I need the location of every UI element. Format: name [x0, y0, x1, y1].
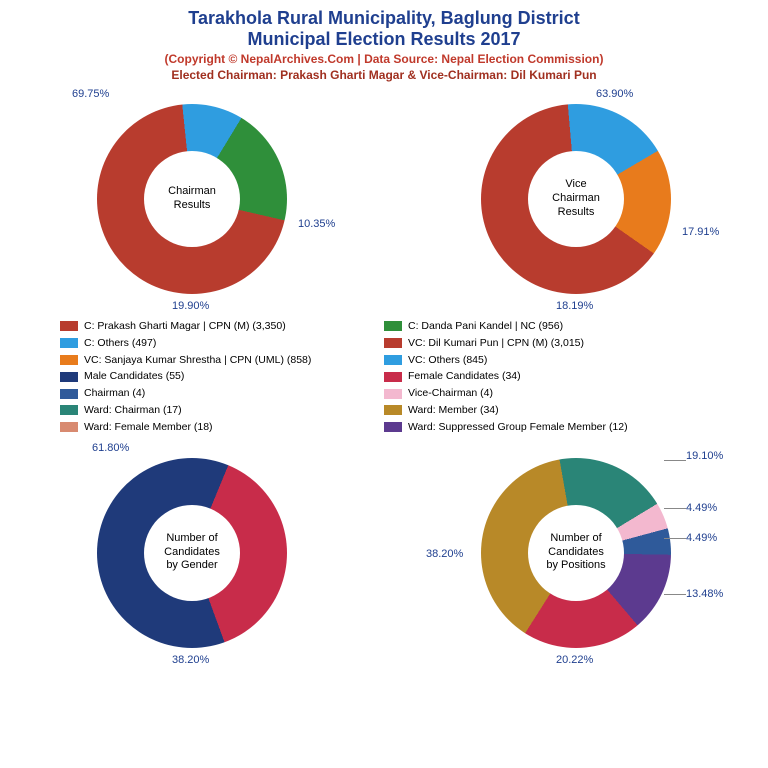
- slice-percent-label: 20.22%: [556, 654, 593, 666]
- legend-label: Ward: Member (34): [408, 402, 499, 419]
- legend-swatch: [60, 422, 78, 432]
- legend-swatch: [60, 355, 78, 365]
- legend-swatch: [60, 405, 78, 415]
- slice-percent-label: 38.20%: [426, 548, 463, 560]
- legend-swatch: [384, 338, 402, 348]
- legend-label: VC: Dil Kumari Pun | CPN (M) (3,015): [408, 335, 584, 352]
- legend-item: C: Others (497): [60, 335, 384, 352]
- legend-item: Ward: Chairman (17): [60, 402, 384, 419]
- donut-center-label: Number ofCandidatesby Positions: [528, 505, 624, 601]
- legend-swatch: [384, 355, 402, 365]
- legend-label: Male Candidates (55): [84, 368, 184, 385]
- slice-percent-label: 10.35%: [298, 218, 335, 230]
- slice-percent-label: 4.49%: [686, 532, 717, 544]
- legend-item: VC: Dil Kumari Pun | CPN (M) (3,015): [384, 335, 708, 352]
- slice-percent-label: 19.90%: [172, 300, 209, 312]
- legend-item: Ward: Member (34): [384, 402, 708, 419]
- slice-percent-label: 38.20%: [172, 654, 209, 666]
- page-title-line1: Tarakhola Rural Municipality, Baglung Di…: [0, 8, 768, 29]
- legend-label: Ward: Suppressed Group Female Member (12…: [408, 419, 628, 436]
- legend-item: Ward: Suppressed Group Female Member (12…: [384, 419, 708, 436]
- chairman-results-chart: ChairmanResults 69.75% 10.35% 19.90%: [42, 84, 342, 314]
- slice-percent-label: 63.90%: [596, 88, 633, 100]
- legend-swatch: [60, 372, 78, 382]
- slice-percent-label: 4.49%: [686, 502, 717, 514]
- legend-label: VC: Sanjaya Kumar Shrestha | CPN (UML) (…: [84, 352, 311, 369]
- legend-label: C: Prakash Gharti Magar | CPN (M) (3,350…: [84, 318, 286, 335]
- donut-center-label: ViceChairmanResults: [528, 151, 624, 247]
- legend-label: Ward: Female Member (18): [84, 419, 213, 436]
- page-title-line2: Municipal Election Results 2017: [0, 29, 768, 50]
- legend-swatch: [384, 405, 402, 415]
- legend-block: C: Prakash Gharti Magar | CPN (M) (3,350…: [0, 314, 768, 438]
- legend-label: VC: Others (845): [408, 352, 487, 369]
- legend-item: C: Prakash Gharti Magar | CPN (M) (3,350…: [60, 318, 384, 335]
- slice-percent-label: 13.48%: [686, 588, 723, 600]
- legend-item: Male Candidates (55): [60, 368, 384, 385]
- slice-percent-label: 18.19%: [556, 300, 593, 312]
- leader-line: [664, 594, 686, 595]
- donut-center-label: Number ofCandidatesby Gender: [144, 505, 240, 601]
- legend-label: C: Danda Pani Kandel | NC (956): [408, 318, 563, 335]
- legend-swatch: [60, 321, 78, 331]
- legend-swatch: [384, 422, 402, 432]
- legend-item: Ward: Female Member (18): [60, 419, 384, 436]
- legend-label: Ward: Chairman (17): [84, 402, 182, 419]
- vice-chairman-results-chart: ViceChairmanResults 63.90% 17.91% 18.19%: [426, 84, 726, 314]
- candidates-by-gender-chart: Number ofCandidatesby Gender 61.80% 38.20%: [42, 438, 342, 668]
- legend-item: VC: Sanjaya Kumar Shrestha | CPN (UML) (…: [60, 352, 384, 369]
- legend-label: Vice-Chairman (4): [408, 385, 493, 402]
- legend-label: C: Others (497): [84, 335, 156, 352]
- legend-item: C: Danda Pani Kandel | NC (956): [384, 318, 708, 335]
- legend-item: VC: Others (845): [384, 352, 708, 369]
- legend-item: Female Candidates (34): [384, 368, 708, 385]
- legend-item: Chairman (4): [60, 385, 384, 402]
- leader-line: [664, 538, 686, 539]
- leader-line: [664, 508, 686, 509]
- legend-swatch: [384, 372, 402, 382]
- slice-percent-label: 61.80%: [92, 442, 129, 454]
- slice-percent-label: 19.10%: [686, 450, 723, 462]
- legend-swatch: [60, 389, 78, 399]
- legend-swatch: [384, 321, 402, 331]
- legend-label: Chairman (4): [84, 385, 145, 402]
- candidates-by-positions-chart: Number ofCandidatesby Positions 19.10% 4.4…: [426, 438, 726, 668]
- legend-swatch: [60, 338, 78, 348]
- slice-percent-label: 17.91%: [682, 226, 719, 238]
- subtitle-elected: Elected Chairman: Prakash Gharti Magar &…: [0, 68, 768, 82]
- slice-percent-label: 69.75%: [72, 88, 109, 100]
- legend-label: Female Candidates (34): [408, 368, 521, 385]
- legend-swatch: [384, 389, 402, 399]
- legend-item: Vice-Chairman (4): [384, 385, 708, 402]
- donut-center-label: ChairmanResults: [144, 151, 240, 247]
- subtitle-copyright: (Copyright © NepalArchives.Com | Data So…: [0, 52, 768, 66]
- leader-line: [664, 460, 686, 461]
